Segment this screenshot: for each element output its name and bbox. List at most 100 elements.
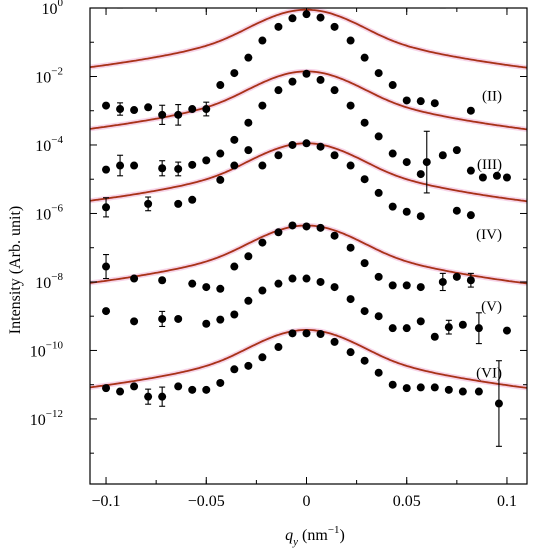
data-point (258, 353, 267, 362)
data-point (502, 326, 511, 335)
data-point (274, 22, 283, 31)
axes: (II) (III) (IV) (V) (VI) −0.1 −0.05 0 0.05 0.1 100… (30, 0, 528, 510)
data-point (116, 161, 125, 170)
data-point (202, 156, 211, 165)
data-point (316, 13, 325, 22)
y-tick-label: 10−2 (35, 65, 63, 86)
data-point (174, 314, 183, 323)
data-point (466, 106, 475, 115)
data-point (402, 384, 411, 393)
data-point (258, 36, 267, 45)
data-point (158, 314, 167, 323)
y-axis-title: Intensity (Arb. unit) (7, 206, 24, 334)
data-point (102, 101, 111, 110)
data-point (244, 146, 253, 155)
data-point (330, 86, 339, 95)
data-point (388, 324, 397, 333)
data-point (288, 221, 297, 230)
data-point (360, 53, 369, 62)
data-point (330, 283, 339, 292)
data-point (444, 385, 453, 394)
data-point (258, 101, 267, 110)
data-point (288, 329, 297, 338)
data-point (458, 387, 467, 396)
data-point (216, 175, 225, 184)
data-point (274, 151, 283, 160)
data-point (288, 77, 297, 86)
data-point (438, 151, 447, 160)
data-point (416, 317, 425, 326)
data-point (346, 295, 355, 304)
data-point (430, 332, 439, 341)
data-point (346, 348, 355, 357)
data-point (302, 69, 311, 78)
data-point (116, 105, 125, 114)
data-point (388, 380, 397, 389)
data-point (360, 259, 369, 268)
data-point (102, 203, 111, 212)
data-point (474, 387, 483, 396)
plot-frame (89, 7, 528, 485)
data-point (274, 343, 283, 352)
data-point (316, 330, 325, 339)
data-point (102, 384, 111, 393)
data-point (288, 274, 297, 283)
data-point (244, 296, 253, 305)
data-point (202, 283, 211, 292)
data-point (330, 22, 339, 31)
data-point (316, 75, 325, 84)
data-point (244, 252, 253, 261)
data-point (316, 277, 325, 286)
data-point (452, 206, 461, 215)
data-point (330, 231, 339, 240)
data-point (188, 279, 197, 288)
data-point (230, 161, 239, 170)
data-point (416, 97, 425, 106)
data-point (360, 307, 369, 316)
fit-band-0 (90, 8, 527, 71)
data-point (478, 173, 487, 182)
data-point (102, 165, 111, 174)
data-point (216, 81, 225, 90)
data-point (274, 279, 283, 288)
data-point (288, 14, 297, 23)
data-point (388, 281, 397, 290)
x-tick-label: −0.05 (188, 493, 225, 510)
data-point (244, 361, 253, 370)
data-point (374, 69, 383, 78)
data-point (230, 69, 239, 78)
data-point (346, 161, 355, 170)
data-point (130, 274, 139, 283)
series-label: (VI) (476, 366, 502, 382)
data-point (202, 105, 211, 114)
data-point (130, 382, 139, 391)
x-tick-label: 0 (302, 493, 310, 510)
data-point (230, 365, 239, 374)
data-point (202, 319, 211, 328)
y-tick-label: 10−6 (35, 202, 63, 223)
data-point (422, 158, 431, 167)
data-point (174, 382, 183, 391)
data-point (416, 383, 425, 392)
data-point (466, 276, 475, 285)
data-point (302, 139, 311, 148)
data-point (452, 146, 461, 155)
data-point (402, 158, 411, 167)
data-point (174, 164, 183, 173)
series-label: (V) (481, 299, 502, 315)
plot-area (90, 8, 527, 447)
data-point (158, 392, 167, 401)
data-point (130, 161, 139, 170)
data-point (416, 283, 425, 292)
x-axis-title: qy (nm−1) (285, 524, 345, 548)
data-point (144, 199, 153, 208)
data-point (452, 272, 461, 281)
data-point (374, 132, 383, 141)
data-point (258, 238, 267, 247)
data-point (360, 175, 369, 184)
data-point (144, 103, 153, 112)
data-point (244, 118, 253, 127)
data-point (116, 387, 125, 396)
